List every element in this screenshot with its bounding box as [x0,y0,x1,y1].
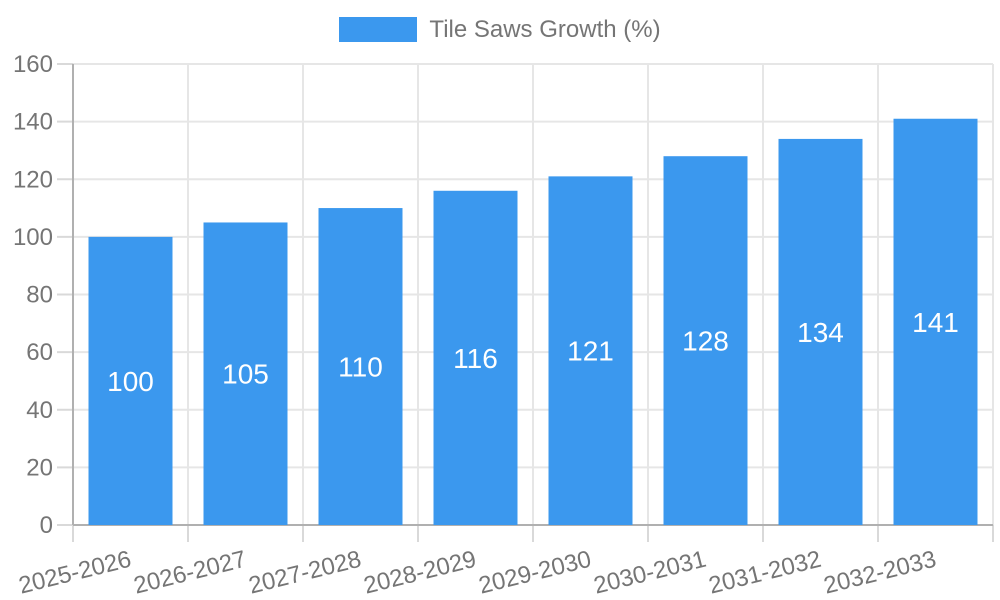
y-axis-label: 0 [40,512,53,539]
x-axis-label: 2028-2029 [361,546,479,600]
y-axis-label: 40 [26,397,53,424]
bar-value-label: 141 [912,307,959,338]
x-axis-label: 2027-2028 [246,546,364,600]
bar[interactable] [893,118,978,526]
bar-value-label: 110 [338,352,383,383]
bar[interactable] [663,156,748,525]
y-axis-label: 160 [13,51,53,78]
x-axis-label: 2026-2027 [131,546,249,600]
bar[interactable] [548,176,633,525]
bar-value-label: 105 [222,359,269,390]
bar[interactable] [318,208,403,525]
y-axis-label: 60 [26,339,53,366]
legend-label: Tile Saws Growth (%) [429,16,661,43]
y-axis-label: 100 [13,224,53,251]
bar[interactable] [778,138,863,525]
bar-value-label: 116 [453,343,498,374]
x-axis-label: 2031-2032 [706,546,824,600]
bar-value-label: 134 [797,317,844,348]
x-axis-label: 2032-2033 [821,546,939,600]
bar-value-label: 100 [107,366,154,397]
bar[interactable] [88,236,173,525]
x-axis-label: 2030-2031 [591,546,709,600]
x-axis-label: 2025-2026 [16,546,134,600]
bar[interactable] [433,190,518,525]
y-axis-label: 80 [26,282,53,309]
y-axis-label: 20 [26,454,53,481]
y-axis-label: 140 [13,109,53,136]
bar-value-label: 121 [567,336,614,367]
y-axis-label: 120 [13,166,53,193]
bar[interactable] [203,222,288,525]
legend-swatch-icon [339,17,418,42]
x-axis-label: 2029-2030 [476,546,594,600]
legend: Tile Saws Growth (%) [0,17,1000,42]
bar-value-label: 128 [682,326,729,357]
